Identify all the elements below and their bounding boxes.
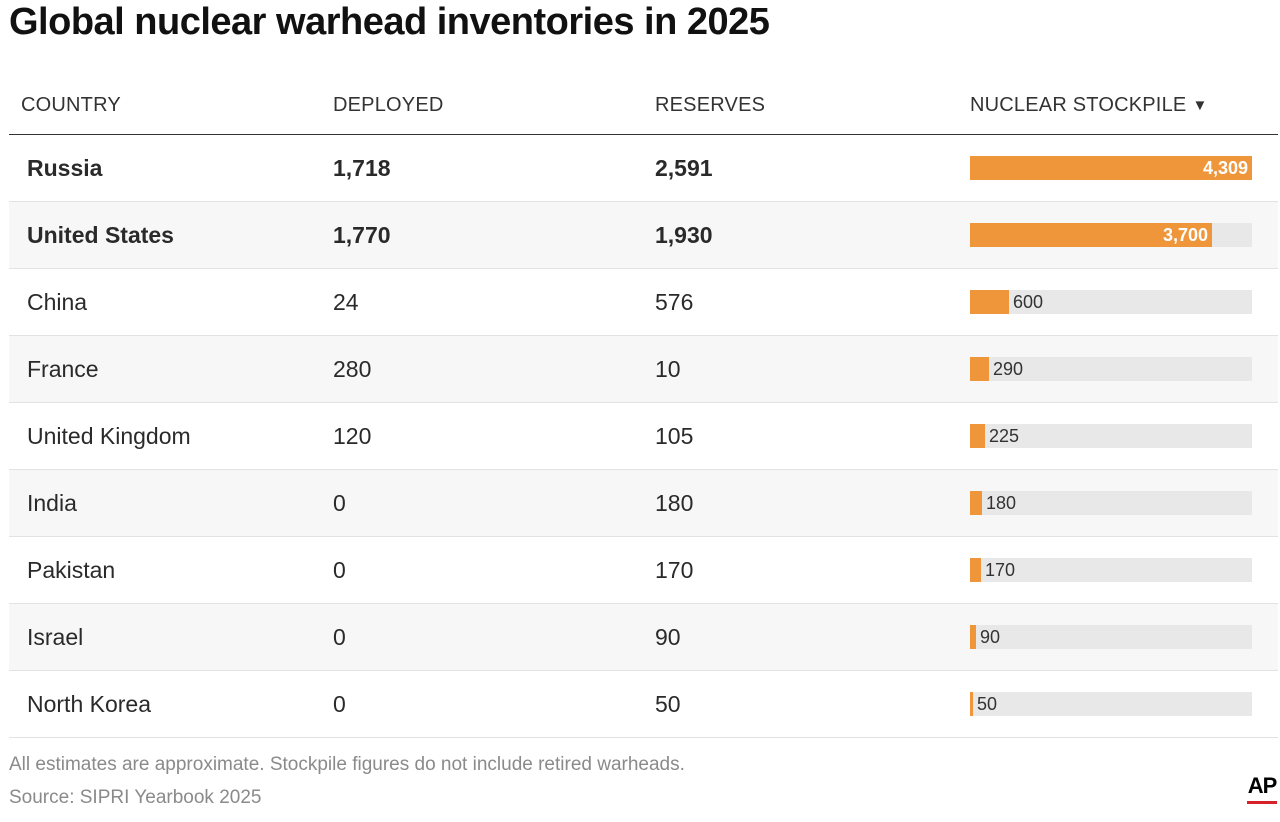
table-body: Russia 1,718 2,591 4,309 United States 1,770 1… — [9, 135, 1278, 738]
table-row: Pakistan 0 170 170 — [9, 537, 1278, 604]
stockpile-value-label: 225 — [989, 426, 1020, 446]
stockpile-value-label: 600 — [1013, 292, 1044, 312]
table-row: United States 1,770 1,930 3,700 — [9, 202, 1278, 269]
stockpile-bar — [970, 223, 1212, 247]
country-name: North Korea — [27, 691, 152, 717]
country-name: China — [27, 289, 88, 315]
stockpile-bar — [970, 491, 982, 515]
reserves-value: 90 — [655, 624, 681, 650]
reserves-value: 170 — [655, 557, 694, 583]
country-name: Israel — [27, 624, 84, 650]
deployed-value: 0 — [333, 691, 346, 717]
stockpile-bar-track: 180 — [970, 491, 1252, 515]
reserves-value: 1,930 — [655, 222, 713, 248]
data-table: COUNTRY DEPLOYED RESERVES NUCLEAR STOCKP… — [9, 80, 1278, 738]
sort-descending-icon: ▼ — [1192, 97, 1208, 114]
stockpile-bar-track: 600 — [970, 290, 1252, 314]
stockpile-bar-track: 290 — [970, 357, 1252, 381]
ap-logo-underline — [1247, 801, 1277, 804]
stockpile-bar-track: 90 — [970, 625, 1252, 649]
table-header: COUNTRY DEPLOYED RESERVES NUCLEAR STOCKP… — [9, 80, 1278, 135]
stockpile-bar-track: 3,700 — [970, 223, 1252, 247]
ap-logo-text: AP — [1247, 773, 1278, 798]
column-header-deployed[interactable]: DEPLOYED — [333, 94, 444, 116]
reserves-value: 2,591 — [655, 155, 713, 181]
stockpile-value-label: 170 — [985, 560, 1016, 580]
reserves-value: 10 — [655, 356, 681, 382]
stockpile-bar-track: 50 — [970, 692, 1252, 716]
stockpile-value-label: 3,700 — [1162, 225, 1208, 245]
disclaimer-note: All estimates are approximate. Stockpile… — [9, 754, 685, 775]
country-name: Pakistan — [27, 557, 116, 583]
reserves-value: 180 — [655, 490, 694, 516]
deployed-value: 1,770 — [333, 222, 391, 248]
table-row: France 280 10 290 — [9, 336, 1278, 403]
stockpile-value-label: 4,309 — [1202, 158, 1248, 178]
country-name: France — [27, 356, 99, 382]
column-header-reserves[interactable]: RESERVES — [655, 94, 766, 116]
stockpile-bar-track: 225 — [970, 424, 1252, 448]
stockpile-bar-track: 170 — [970, 558, 1252, 582]
table-row: Russia 1,718 2,591 4,309 — [9, 135, 1278, 202]
country-name: United States — [27, 222, 174, 248]
deployed-value: 0 — [333, 557, 346, 583]
table-row: China 24 576 600 — [9, 269, 1278, 336]
stockpile-bar — [970, 558, 981, 582]
stockpile-value-label: 50 — [977, 694, 998, 714]
stockpile-value-label: 290 — [993, 359, 1024, 379]
ap-logo: AP — [1247, 774, 1277, 804]
stockpile-bar — [970, 290, 1009, 314]
stockpile-value-label: 90 — [980, 627, 1001, 647]
table-row: Israel 0 90 90 — [9, 604, 1278, 671]
stockpile-bar — [970, 625, 976, 649]
source-note: Source: SIPRI Yearbook 2025 — [9, 787, 262, 808]
stockpile-bar-track: 4,309 — [970, 156, 1252, 180]
column-header-country[interactable]: COUNTRY — [21, 94, 121, 116]
deployed-value: 24 — [333, 289, 359, 315]
country-name: United Kingdom — [27, 423, 191, 449]
deployed-value: 280 — [333, 356, 372, 382]
country-name: India — [27, 490, 77, 516]
stockpile-value-label: 180 — [986, 493, 1017, 513]
table-row: North Korea 0 50 50 — [9, 671, 1278, 738]
deployed-value: 1,718 — [333, 155, 391, 181]
reserves-value: 105 — [655, 423, 694, 449]
deployed-value: 0 — [333, 490, 346, 516]
table-row: India 0 180 180 — [9, 470, 1278, 537]
deployed-value: 0 — [333, 624, 346, 650]
stockpile-bar — [970, 424, 985, 448]
reserves-value: 50 — [655, 691, 681, 717]
stockpile-bar — [970, 692, 973, 716]
column-header-stockpile[interactable]: NUCLEAR STOCKPILE ▼ — [970, 94, 1207, 117]
table-row: United Kingdom 120 105 225 — [9, 403, 1278, 470]
stockpile-bar — [970, 357, 989, 381]
chart-title: Global nuclear warhead inventories in 20… — [9, 1, 770, 43]
stockpile-bar — [970, 156, 1252, 180]
deployed-value: 120 — [333, 423, 372, 449]
reserves-value: 576 — [655, 289, 694, 315]
country-name: Russia — [27, 155, 103, 181]
column-header-stockpile-label: NUCLEAR STOCKPILE — [970, 94, 1187, 116]
